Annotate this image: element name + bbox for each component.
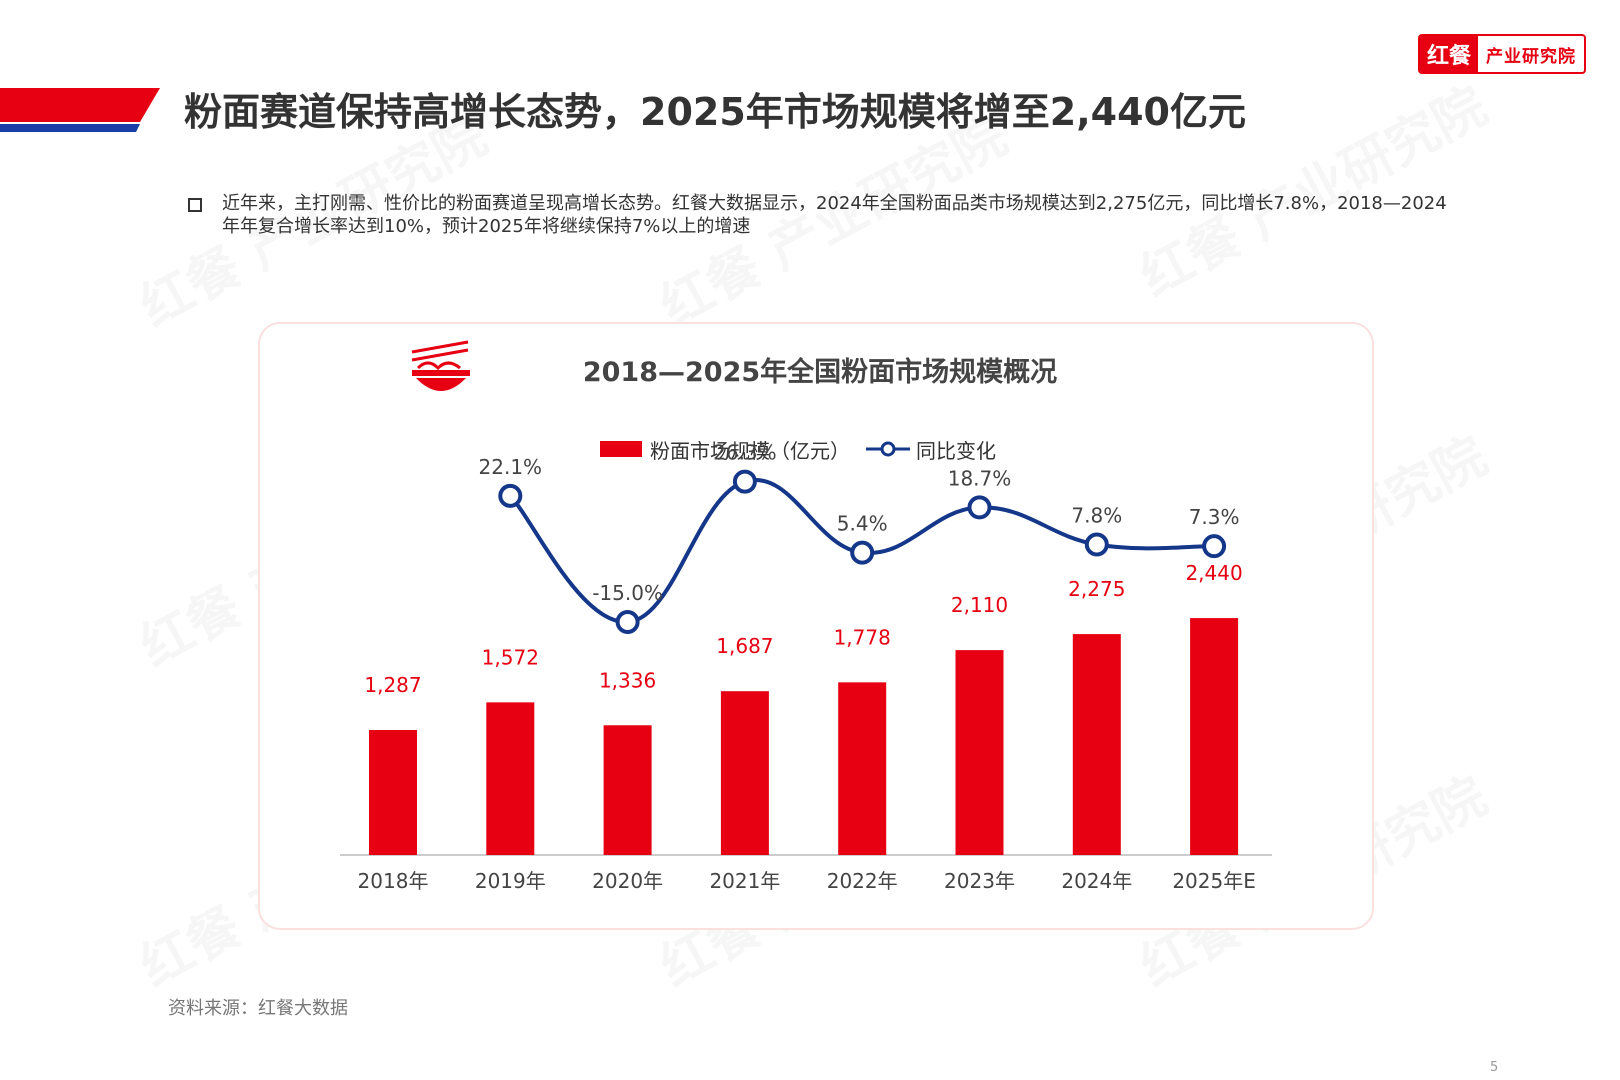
legend-line-label: 同比变化 [916,438,996,463]
bar [1190,618,1239,855]
bar-value-label: 2,440 [1185,561,1242,585]
yoy-point [967,495,992,520]
bar [486,702,535,855]
yoy-point [1084,532,1109,557]
x-tick-label: 2018年 [358,869,429,893]
bar [955,650,1004,855]
noodle-bowl-icon [411,340,470,391]
legend-line-swatch [866,441,910,457]
x-tick-label: 2020年 [592,869,663,893]
x-tick-label: 2023年 [944,869,1015,893]
legend-bar-label: 粉面市场规模（亿元） [650,438,850,463]
logo-text: 产业研究院 [1486,46,1576,67]
bar [720,691,769,855]
x-tick-label: 2022年 [827,869,898,893]
bar-value-label: 2,275 [1068,577,1125,601]
yoy-value-label: 7.8% [1071,503,1122,527]
bar [1072,634,1121,855]
yoy-point [1202,534,1227,559]
intro-paragraph: 近年来，主打刚需、性价比的粉面赛道呈现高增长态势。红餐大数据显示，2024年全国… [188,192,1458,238]
bar [369,730,417,855]
yoy-point [615,610,640,634]
yoy-value-label: 5.4% [837,512,888,536]
yoy-value-label: 22.1% [479,455,543,479]
bar-value-label: 1,778 [834,625,891,649]
legend-bar-swatch [600,441,642,457]
bar-value-label: 1,287 [364,673,421,697]
yoy-point [850,540,875,565]
page-number: 5 [1490,1060,1499,1075]
intro-text: 近年来，主打刚需、性价比的粉面赛道呈现高增长态势。红餐大数据显示，2024年全国… [222,193,1447,237]
yoy-value-label: 26.3% [713,441,777,465]
chart-title: 2018—2025年全国粉面市场规模概况 [582,357,1058,388]
chart-card [258,322,1374,930]
bar-value-label: 1,336 [599,668,656,692]
square-bullet-icon [188,198,202,212]
yoy-point [498,483,523,508]
chart-legend: 粉面市场规模（亿元） 同比变化 [600,434,996,464]
brand-logo: 红餐 产业研究院 [1418,34,1586,74]
yoy-value-label: 18.7% [948,466,1012,490]
bar-value-label: 2,110 [951,593,1008,617]
yoy-value-label: -15.0% [592,581,663,605]
bar-value-label: 1,687 [716,634,773,658]
yoy-value-label: 7.3% [1189,505,1240,529]
x-tick-label: 2021年 [709,869,780,893]
x-tick-label: 2025年E [1172,869,1256,893]
bar [603,725,652,855]
x-tick-label: 2019年 [475,869,546,893]
page-title: 粉面赛道保持高增长态势，2025年市场规模将增至2,440亿元 [184,90,1246,134]
yoy-point [732,469,757,494]
x-tick-label: 2024年 [1061,869,1132,893]
source-note: 资料来源：红餐大数据 [168,998,348,1019]
logo-mark: 红餐 [1420,36,1478,72]
bar-value-label: 1,572 [482,645,539,669]
bar [838,682,887,855]
title-banner-decoration [0,88,160,132]
